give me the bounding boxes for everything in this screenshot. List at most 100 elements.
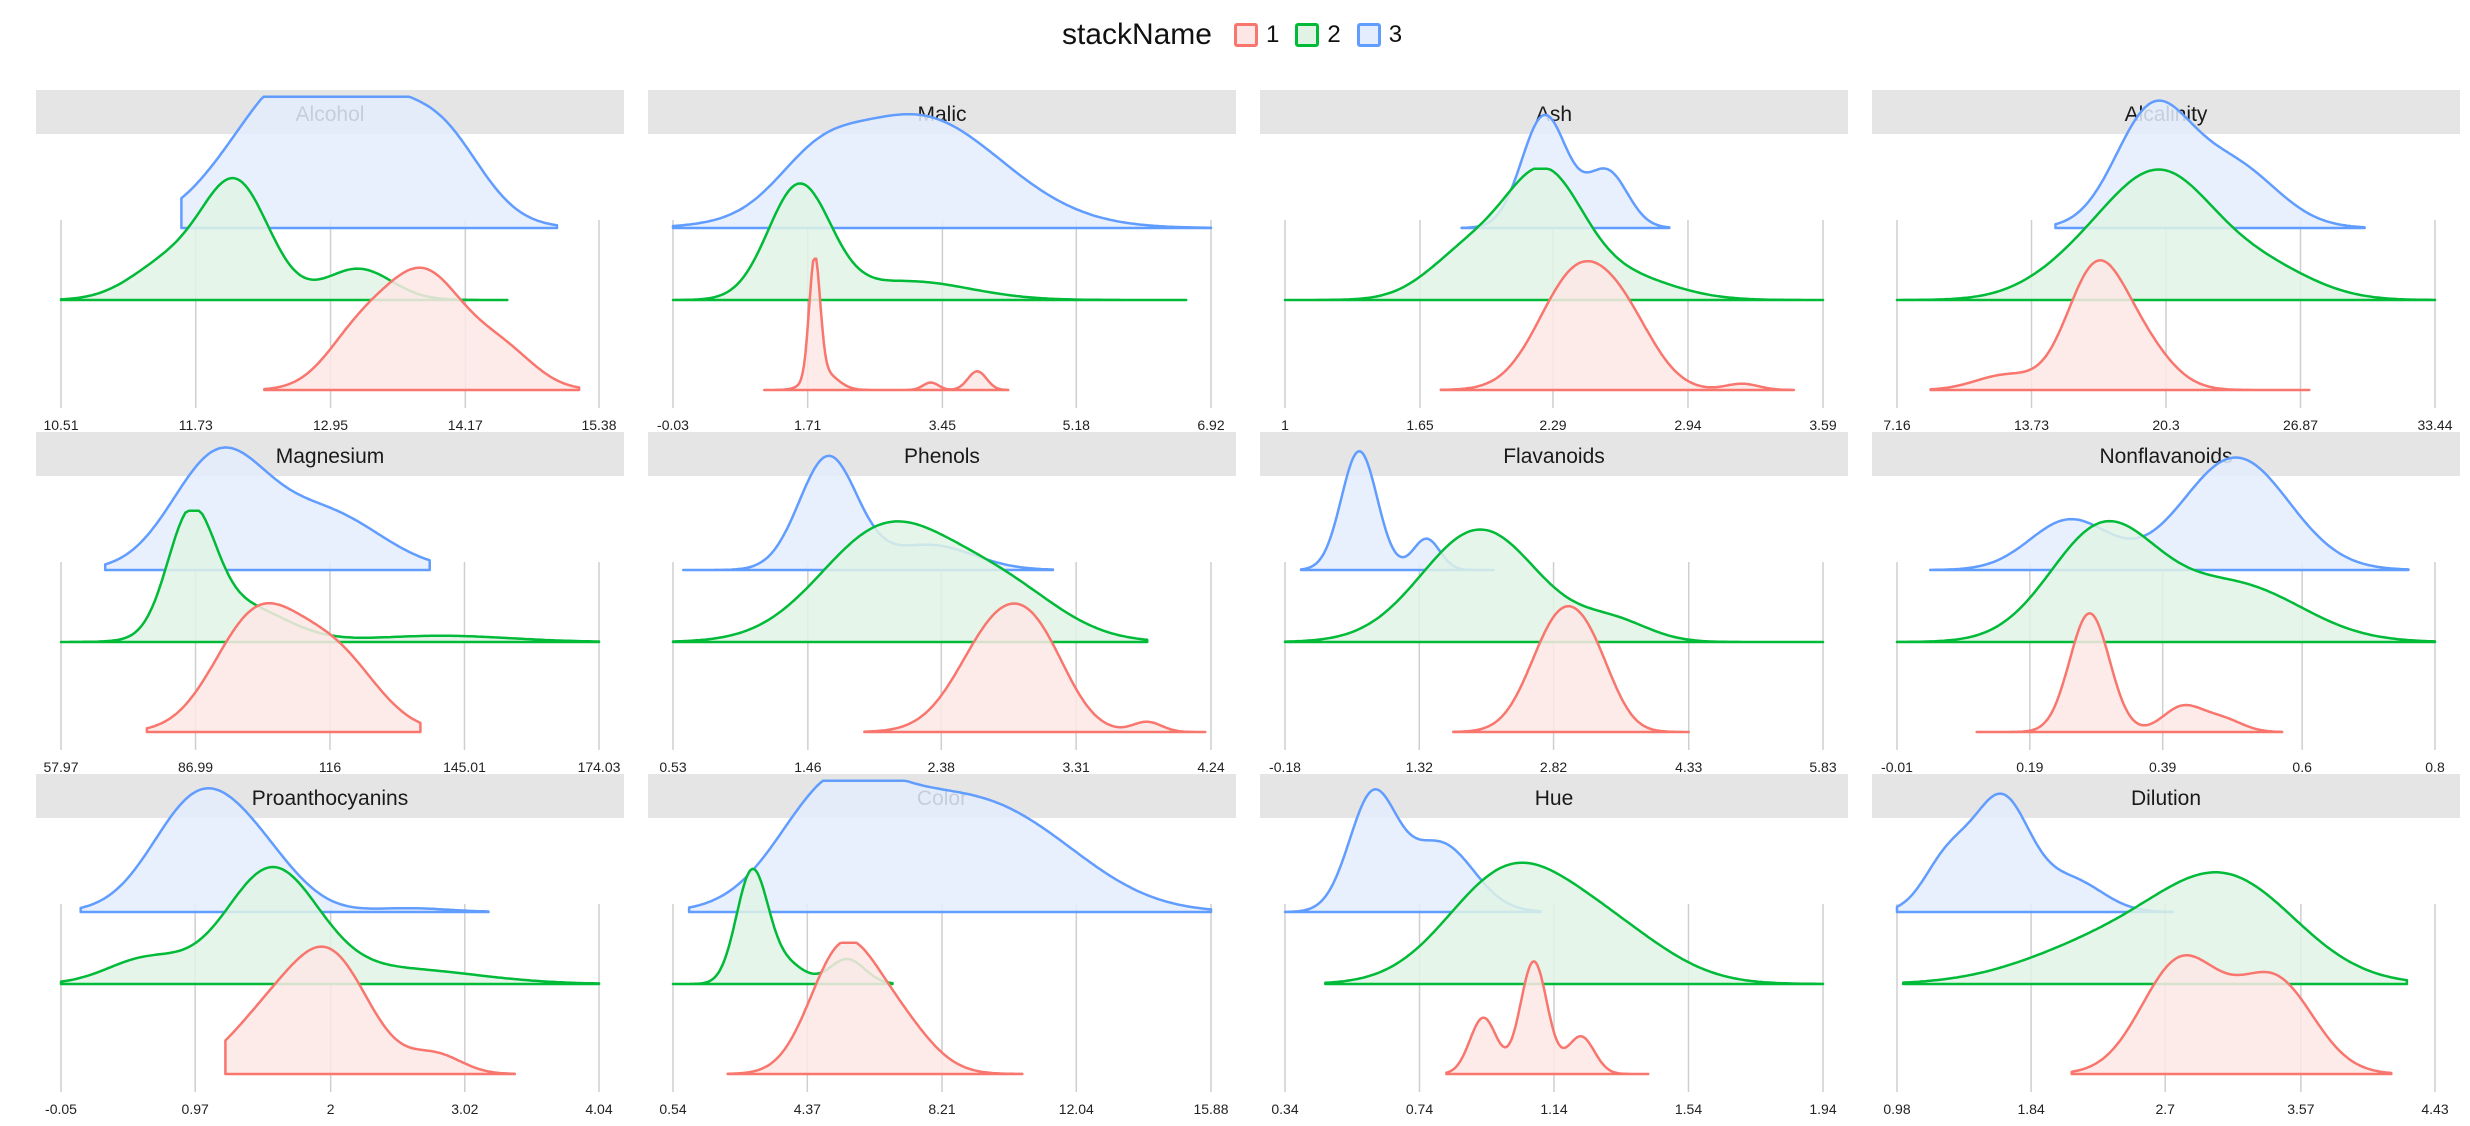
panel-hue: Hue 0.34 0.74 1.14 1.54 1.94: [1260, 774, 1848, 1117]
density-series-1: [726, 941, 1024, 1076]
tick-label: 20.3: [2152, 417, 2179, 433]
panel-proanthocyanins: Proanthocyanins -0.05 0.97 2 3.02 4.04: [36, 774, 624, 1117]
tick-label: 11.73: [179, 417, 213, 433]
tick-label: 5.83: [1809, 759, 1836, 775]
tick-label: 1.14: [1540, 1101, 1567, 1117]
tick-label: 4.33: [1675, 759, 1702, 775]
tick-label: 2.82: [1540, 759, 1567, 775]
tick-label: 2.7: [2155, 1101, 2175, 1117]
tick-label: 10.51: [43, 417, 78, 433]
panel-title: Phenols: [904, 445, 980, 468]
panel-title: Hue: [1535, 787, 1574, 810]
density-series-2: [1324, 861, 1825, 986]
density-series-1: [1439, 259, 1796, 392]
tick-label: 57.97: [43, 759, 78, 775]
tick-label: 1.65: [1406, 417, 1433, 433]
tick-label: -0.01: [1881, 759, 1913, 775]
tick-label: 145.01: [443, 759, 486, 775]
tick-label: 7.16: [1883, 417, 1910, 433]
panel-nonflavanoids: Nonflavanoids -0.01 0.19 0.39 0.6 0.8: [1872, 432, 2460, 775]
legend-item-1: 1: [1233, 21, 1280, 49]
tick-label: 0.34: [1271, 1101, 1298, 1117]
density-series-3: [687, 779, 1213, 914]
density-series-3: [1928, 456, 2410, 572]
tick-label: 1.46: [794, 759, 821, 775]
tick-label: 4.04: [585, 1101, 612, 1117]
tick-label: 86.99: [178, 759, 213, 775]
tick-label: 12.95: [313, 417, 348, 433]
legend: stackName 1 2 3: [0, 10, 2470, 60]
density-series-1: [1445, 960, 1650, 1076]
tick-label: 2.38: [928, 759, 955, 775]
tick-label: 15.38: [581, 417, 616, 433]
density-series-2: [1901, 871, 2409, 986]
tick-label: 1.54: [1675, 1101, 1702, 1117]
legend-key-3: [1356, 23, 1381, 47]
panel-title: Proanthocyanins: [252, 787, 408, 810]
tick-label: 3.31: [1063, 759, 1090, 775]
tick-label: 3.57: [2287, 1101, 2314, 1117]
panel-strip: [1260, 774, 1848, 818]
tick-label: 14.17: [448, 417, 483, 433]
tick-label: 2: [327, 1101, 335, 1117]
density-series-3: [180, 95, 559, 230]
density-series-1: [1452, 604, 1690, 734]
legend-key-1: [1233, 23, 1258, 47]
tick-label: 0.19: [2016, 759, 2043, 775]
panel-title: Magnesium: [276, 445, 385, 468]
density-series-1: [1975, 612, 2284, 734]
tick-label: 0.53: [659, 759, 686, 775]
legend-item-2: 2: [1295, 21, 1341, 49]
density-series-3: [1895, 792, 2175, 914]
tick-label: 2.94: [1674, 417, 1701, 433]
panel-magnesium: Magnesium 57.97 86.99 116 145.01 174.03: [36, 432, 624, 775]
panel-title: Nonflavanoids: [2099, 445, 2232, 468]
tick-label: 1.84: [2017, 1101, 2044, 1117]
tick-label: 26.87: [2283, 417, 2318, 433]
panel-strip: [1872, 774, 2460, 818]
legend-title: stackName: [1061, 18, 1212, 51]
panel-malic: Malic-0.03 1.71 3.45 5.18 6.92: [648, 90, 1236, 433]
tick-label: 2.29: [1539, 417, 1566, 433]
tick-label: 3.02: [451, 1101, 478, 1117]
tick-label: 0.6: [2292, 759, 2312, 775]
tick-label: 0.74: [1406, 1101, 1433, 1117]
tick-label: 5.18: [1063, 417, 1090, 433]
tick-label: 1: [1281, 417, 1289, 433]
legend-item-3: 3: [1356, 21, 1403, 49]
tick-label: 0.54: [659, 1101, 686, 1117]
tick-label: 174.03: [578, 759, 621, 775]
legend-label-3: 3: [1388, 21, 1403, 48]
tick-label: 6.92: [1197, 417, 1224, 433]
tick-label: -0.03: [657, 417, 689, 433]
density-series-1: [763, 257, 1010, 392]
tick-label: 116: [319, 759, 342, 775]
tick-label: 12.04: [1059, 1101, 1094, 1117]
tick-label: 8.21: [928, 1101, 955, 1117]
tick-label: 33.44: [2417, 417, 2452, 433]
legend-label-1: 1: [1265, 21, 1280, 48]
density-series-1: [224, 945, 517, 1076]
density-series-2: [671, 182, 1188, 302]
tick-label: 3.59: [1809, 417, 1836, 433]
density-series-1: [2070, 954, 2393, 1076]
panel-dilution: Dilution 0.98 1.84 2.7 3.57 4.43: [1872, 774, 2460, 1117]
tick-label: 3.45: [929, 417, 956, 433]
panel-flavanoids: Flavanoids -0.18 1.32 2.82 4.33 5.83: [1260, 432, 1848, 775]
tick-label: 0.98: [1883, 1101, 1910, 1117]
tick-label: 1.94: [1809, 1101, 1836, 1117]
density-series-2: [1283, 528, 1825, 644]
tick-label: -0.18: [1269, 759, 1301, 775]
tick-label: 4.37: [794, 1101, 821, 1117]
panel-strip: [648, 432, 1236, 476]
density-series-1: [863, 602, 1207, 734]
legend-label-2: 2: [1327, 21, 1341, 48]
density-series-2: [59, 865, 601, 986]
density-series-3: [79, 787, 490, 914]
tick-label: -0.05: [45, 1101, 77, 1117]
